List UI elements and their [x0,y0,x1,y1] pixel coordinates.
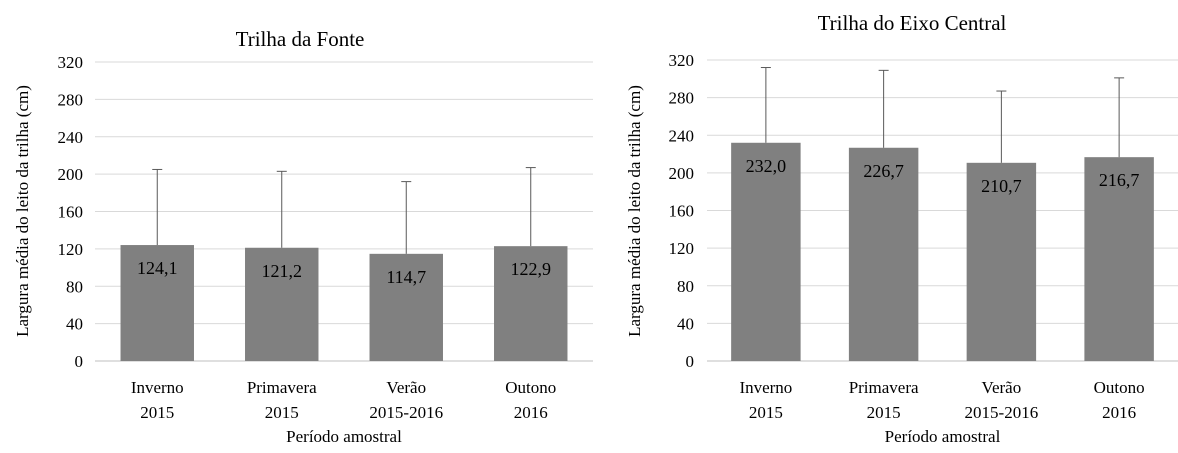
y-tick-label: 280 [669,89,695,108]
bar [1084,157,1154,361]
x-tick-label: 2016 [514,403,548,422]
x-tick-label: Outono [1094,378,1145,397]
bar [966,162,1037,361]
data-label: 210,7 [981,176,1022,196]
bar [369,253,443,361]
x-tick-label: 2016 [1102,403,1136,422]
y-tick-label: 80 [677,277,694,296]
y-tick-label: 240 [669,126,695,145]
x-tick-label: 2015 [265,403,299,422]
x-tick-label: Inverno [131,378,184,397]
x-axis-label: Período amostral [885,427,1001,446]
y-tick-label: 160 [669,202,695,221]
bar [245,247,319,361]
data-label: 124,1 [137,258,178,278]
data-label: 216,7 [1099,170,1140,190]
chart-title: Trilha da Fonte [236,27,365,51]
bar [731,142,801,361]
x-tick-label: 2015-2016 [965,403,1039,422]
chart-title: Trilha do Eixo Central [818,11,1007,35]
y-tick-label: 0 [686,352,695,371]
x-axis-label: Período amostral [286,427,402,446]
y-tick-label: 240 [58,128,84,147]
chart-1: 0 40 80 120 160 200 240 280 320 124,1 Inverno 2015 1… [13,27,593,446]
x-tick-label: 2015 [749,403,783,422]
bar [848,147,919,361]
x-tick-label: 2015 [867,403,901,422]
y-tick-label: 320 [58,53,84,72]
data-label: 226,7 [863,161,904,181]
y-tick-label: 120 [669,239,695,258]
y-tick-label: 320 [669,51,695,70]
y-tick-label: 200 [58,165,84,184]
y-tick-label: 40 [677,314,694,333]
x-tick-label: Verão [386,378,426,397]
y-tick-label: 280 [58,90,84,109]
x-tick-label: 2015 [140,403,174,422]
x-tick-label: Outono [505,378,556,397]
y-axis-label: Largura média do leito da trilha (cm) [13,85,32,337]
x-tick-label: Primavera [849,378,919,397]
x-tick-label: Verão [982,378,1022,397]
x-tick-label: 2015-2016 [369,403,443,422]
y-tick-label: 120 [58,240,84,259]
x-tick-label: Primavera [247,378,317,397]
y-tick-label: 160 [58,203,84,222]
data-label: 232,0 [746,156,787,176]
x-tick-label: Inverno [739,378,792,397]
y-tick-label: 0 [75,352,84,371]
bar [120,245,194,361]
data-label: 122,9 [511,259,552,279]
data-label: 114,7 [386,267,426,287]
y-tick-label: 40 [66,315,83,334]
data-label: 121,2 [262,261,303,281]
bar [494,246,568,361]
y-tick-label: 80 [66,277,83,296]
y-tick-label: 200 [669,164,695,183]
chart-2: 0 40 80 120 160 200 240 280 320 232,0 Inverno 2015 2… [625,11,1178,446]
y-axis-label: Largura média do leito da trilha (cm) [625,85,644,337]
